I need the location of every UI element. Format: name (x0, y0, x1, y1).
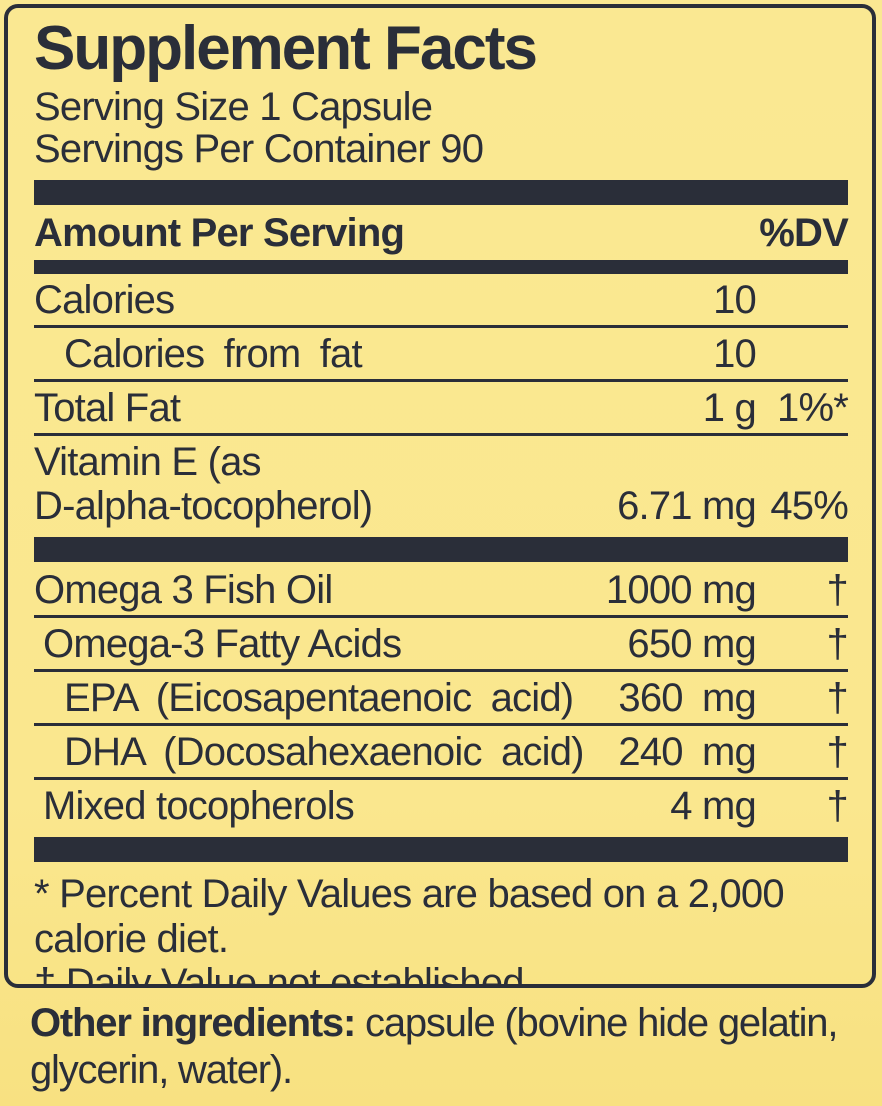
nutrient-dv: † (826, 675, 849, 720)
nutrient-name: Omega-3 Fatty Acids (43, 621, 402, 666)
nutrient-row-mixed-tocopherols: Mixed tocopherols 4 mg † (34, 780, 849, 831)
nutrient-dv: 1%* (777, 385, 849, 430)
divider-bar-header (34, 259, 848, 274)
row-separator (34, 432, 848, 436)
row-separator (34, 668, 848, 672)
nutrient-amount: 240 mg (618, 729, 756, 774)
nutrient-name-line2: D-alpha-tocopherol) (34, 483, 373, 528)
nutrient-name: Vitamin E (as D-alpha-tocopherol) (34, 440, 606, 528)
percent-dv-header: %DV (759, 210, 849, 255)
nutrient-name: Omega 3 Fish Oil (34, 567, 333, 612)
nutrient-amount: 1000 mg (605, 567, 757, 612)
nutrient-row-epa: EPA (Eicosapentaenoic acid) 360 mg † (34, 672, 849, 723)
row-separator (34, 776, 848, 780)
row-separator (34, 614, 848, 618)
amount-per-serving-header: Amount Per Serving (34, 210, 405, 255)
divider-bar-top (34, 179, 848, 205)
nutrient-amount: 650 mg (627, 621, 756, 666)
column-header-row: Amount Per Serving %DV (34, 205, 849, 260)
nutrient-dv: † (826, 567, 849, 612)
nutrient-amount: 4 mg (670, 783, 757, 828)
footnote-percent-dv: * Percent Daily Values are based on a 2,… (34, 871, 785, 961)
nutrient-row-calories: Calories 10 (34, 274, 848, 325)
nutrient-name-line1: Vitamin E (as (34, 439, 262, 484)
nutrient-row-omega3-fatty-acids: Omega-3 Fatty Acids 650 mg † (34, 618, 849, 669)
nutrient-dv: † (826, 621, 849, 666)
nutrient-amount: 10 (713, 277, 757, 322)
nutrient-row-dha: DHA (Docosahexaenoic acid) 240 mg † (34, 726, 849, 777)
row-separator (34, 722, 848, 726)
nutrient-row-omega3-fish-oil: Omega 3 Fish Oil 1000 mg † (34, 562, 849, 615)
other-ingredients: Other ingredients: capsule (bovine hide … (0, 1000, 882, 1094)
nutrient-row-total-fat: Total Fat 1 g 1%* (34, 382, 849, 433)
panel-title: Supplement Facts (34, 14, 538, 83)
nutrient-amount: 360 mg (618, 675, 756, 720)
nutrient-amount: 6.71 mg (617, 483, 757, 528)
nutrient-name: Mixed tocopherols (43, 783, 355, 828)
divider-bar-mid (34, 536, 848, 562)
nutrient-dv: † (826, 729, 849, 774)
nutrient-amount: 1 g (702, 385, 757, 430)
other-ingredients-text: capsule (bovine hide gelatin, glycerin, … (30, 1001, 838, 1093)
nutrient-name: Calories from fat (64, 331, 363, 376)
nutrient-name: EPA (Eicosapentaenoic acid) (64, 675, 574, 720)
serving-size: Serving Size 1 Capsule (34, 85, 433, 129)
nutrient-amount: 10 (713, 331, 757, 376)
nutrient-dv: 45% (770, 483, 848, 528)
footnote-dagger: † Daily Value not established. (34, 961, 535, 988)
row-separator (34, 378, 848, 382)
nutrient-name: Total Fat (34, 385, 181, 430)
divider-bar-bottom (34, 836, 848, 862)
nutrient-name: DHA (Docosahexaenoic acid) (64, 729, 584, 774)
nutrient-dv: † (826, 783, 849, 828)
nutrient-row-vitamin-e: Vitamin E (as D-alpha-tocopherol) 6.71 m… (34, 436, 849, 531)
nutrient-name: Calories (34, 277, 175, 322)
row-separator (34, 324, 848, 328)
other-ingredients-label: Other ingredients: (30, 1001, 356, 1045)
supplement-facts-panel: Supplement Facts Serving Size 1 Capsule … (4, 4, 876, 988)
servings-per-container: Servings Per Container 90 (34, 127, 484, 172)
nutrient-row-calories-from-fat: Calories from fat 10 (34, 328, 848, 379)
footnotes: * Percent Daily Values are based on a 2,… (34, 871, 848, 988)
